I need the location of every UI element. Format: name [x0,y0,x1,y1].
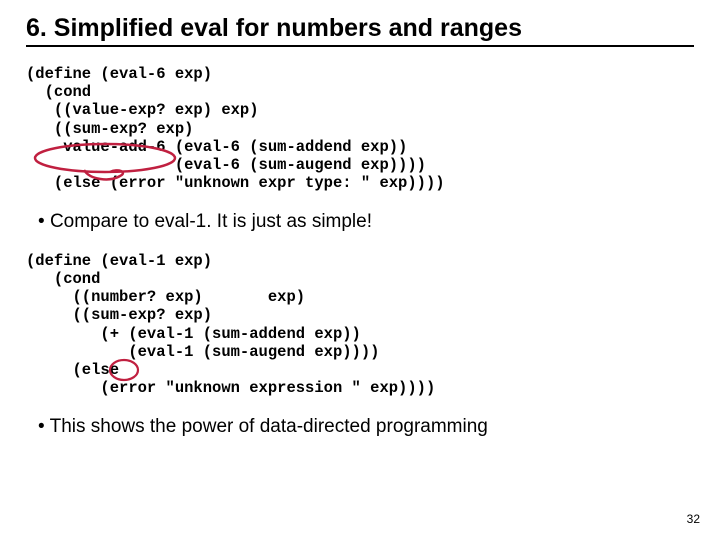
bullet-1: Compare to eval-1. It is just as simple! [38,211,694,234]
title-underline [26,45,694,47]
code-block-2: (define (eval-1 exp) (cond ((number? exp… [26,252,694,398]
slide-title: 6. Simplified eval for numbers and range… [26,14,694,43]
code-block-1: (define (eval-6 exp) (cond ((value-exp? … [26,65,694,193]
bullet-2: This shows the power of data-directed pr… [38,416,694,439]
page-number: 32 [687,512,700,526]
